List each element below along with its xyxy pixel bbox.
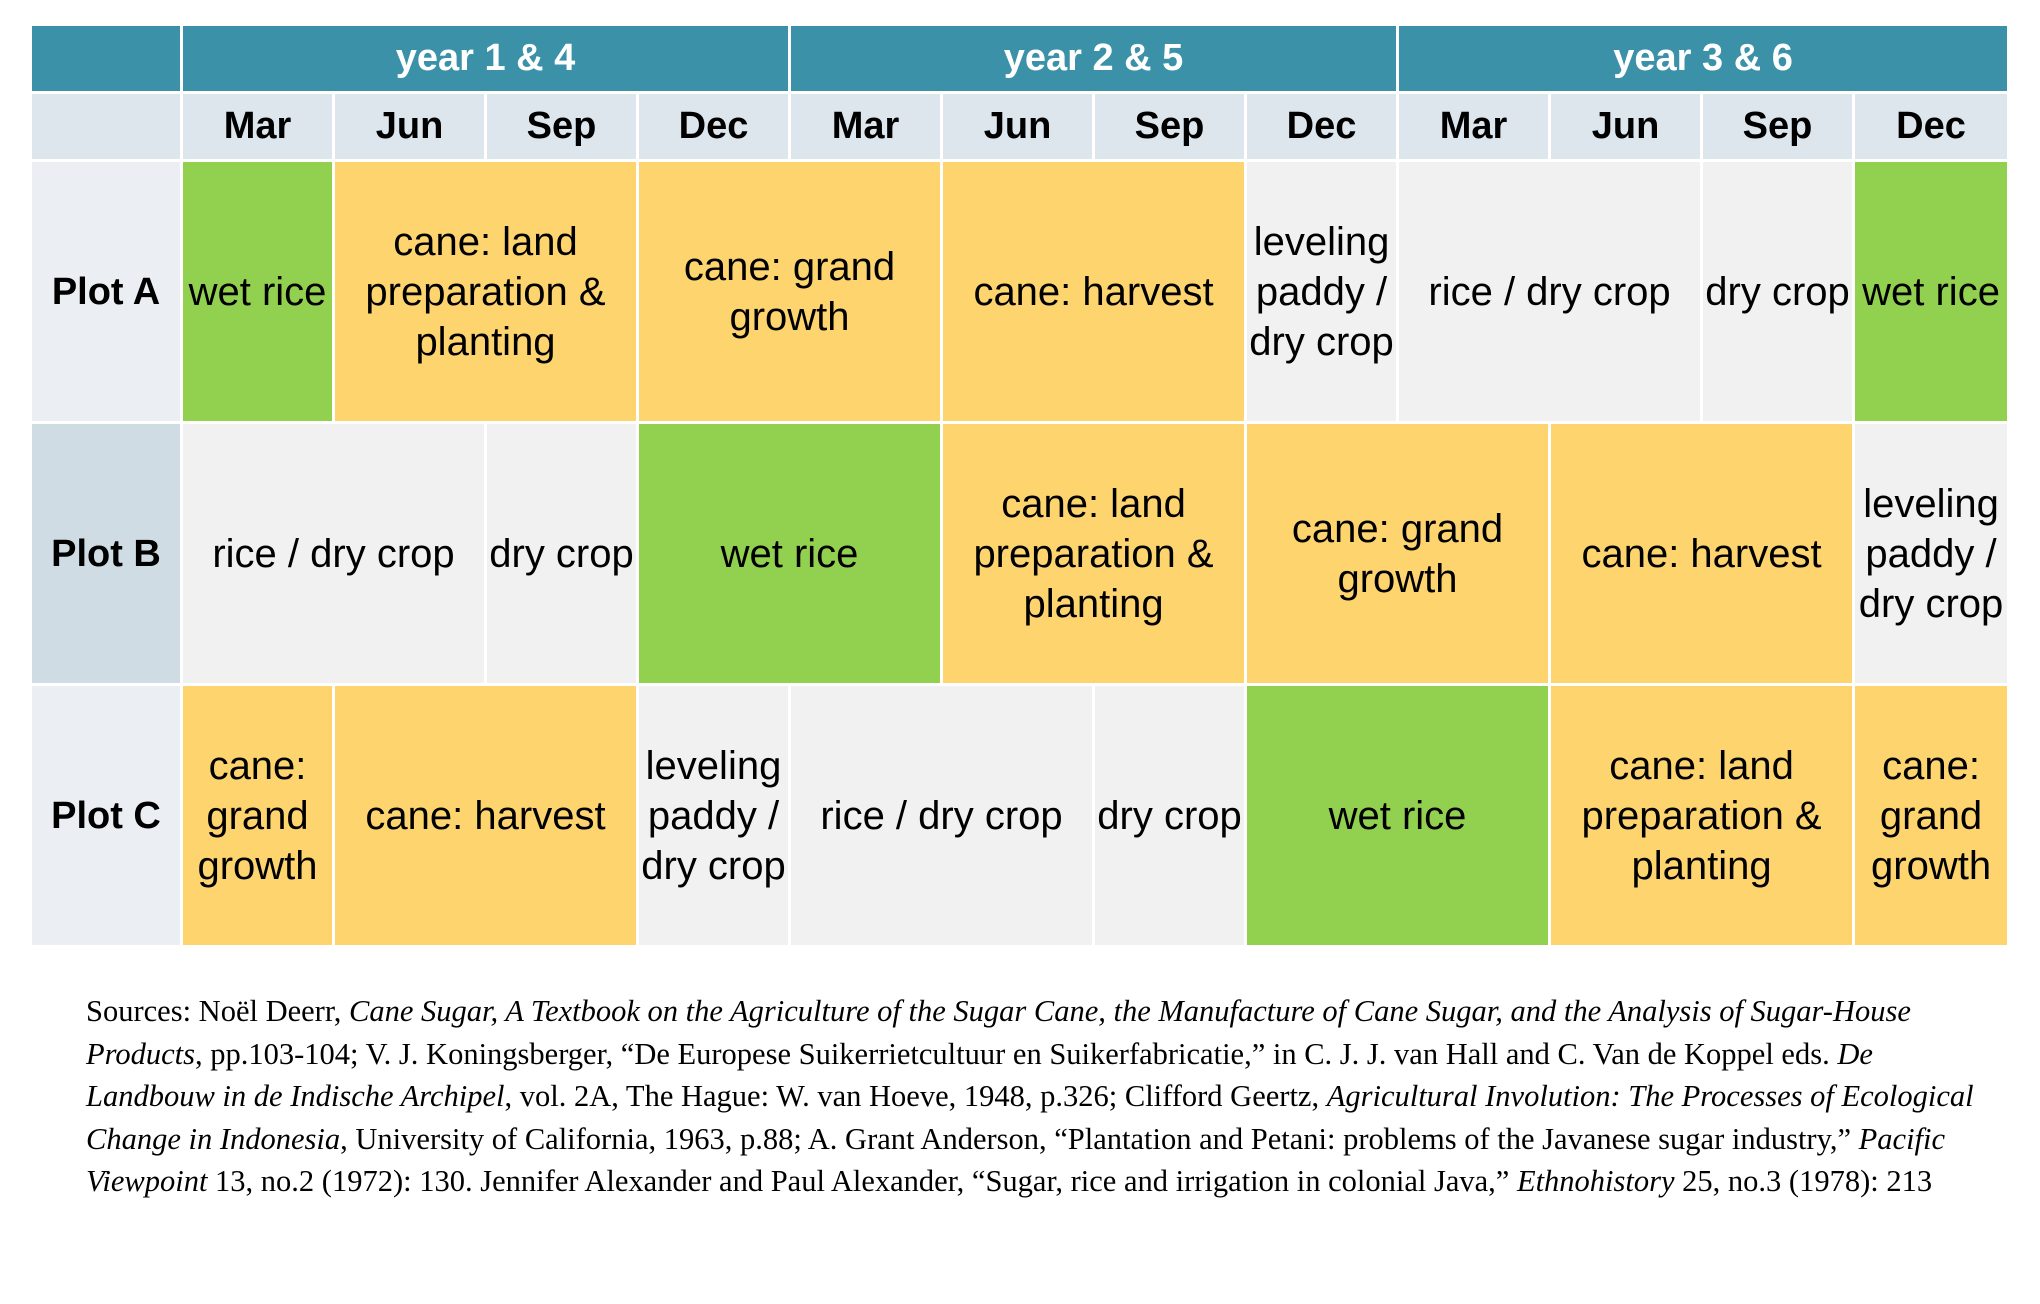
- year-header-row: year 1 & 4 year 2 & 5 year 3 & 6: [32, 26, 2008, 94]
- month-header: Dec: [1247, 94, 1400, 162]
- cane-cell: cane: land preparation & planting: [1551, 686, 1856, 948]
- cane-cell: cane: harvest: [1551, 424, 1856, 686]
- dry-crop-cell: rice / dry crop: [1399, 162, 1704, 424]
- dry-crop-cell: dry crop: [1703, 162, 1856, 424]
- source-title: Pacific Viewpoint: [86, 1121, 1946, 1199]
- wet-rice-cell: wet rice: [1247, 686, 1552, 948]
- month-header: Jun: [943, 94, 1096, 162]
- dry-crop-cell: leveling paddy / dry crop: [1855, 424, 2008, 686]
- cane-cell: cane: land preparation & planting: [943, 424, 1248, 686]
- dry-crop-cell: dry crop: [487, 424, 639, 686]
- cane-cell: cane: harvest: [943, 162, 1248, 424]
- cane-cell: cane: grand growth: [1247, 424, 1552, 686]
- plot-label: Plot A: [32, 162, 183, 424]
- source-text: 25, no.3 (1978): 213: [1674, 1164, 1933, 1198]
- plot-label: Plot C: [32, 686, 183, 948]
- month-header: Dec: [639, 94, 792, 162]
- cane-cell: cane: grand growth: [183, 686, 335, 948]
- cane-cell: cane: harvest: [335, 686, 639, 948]
- dry-crop-cell: leveling paddy / dry crop: [639, 686, 792, 948]
- source-text: , pp.103-104; V. J. Koningsberger, “De E…: [195, 1036, 1838, 1071]
- month-header-row: Mar Jun Sep Dec Mar Jun Sep Dec Mar Jun …: [32, 94, 2008, 162]
- month-header: Sep: [1703, 94, 1856, 162]
- plot-c-row: Plot C cane: grand growth cane: harvest …: [32, 686, 2008, 948]
- wet-rice-cell: wet rice: [1855, 162, 2008, 424]
- month-header: Jun: [1551, 94, 1704, 162]
- year-header: year 3 & 6: [1399, 26, 2008, 94]
- source-text: 13, no.2 (1972): 130. Jennifer Alexander…: [207, 1164, 1517, 1198]
- source-text: Sources: Noël Deerr,: [86, 994, 350, 1028]
- source-title: Ethnohistory: [1516, 1164, 1675, 1198]
- source-text: , University of California, 1963, p.88; …: [340, 1121, 1859, 1156]
- plot-label: Plot B: [32, 424, 183, 686]
- crop-rotation-table: year 1 & 4 year 2 & 5 year 3 & 6 Mar Jun…: [32, 26, 2008, 948]
- cane-cell: cane: grand growth: [639, 162, 944, 424]
- year-header: year 1 & 4: [183, 26, 792, 94]
- dry-crop-cell: dry crop: [1095, 686, 1248, 948]
- plot-b-row: Plot B rice / dry crop dry crop wet rice…: [32, 424, 2008, 686]
- month-header: Dec: [1855, 94, 2008, 162]
- month-header: Sep: [487, 94, 639, 162]
- cane-cell: cane: land preparation & planting: [335, 162, 639, 424]
- cane-cell: cane: grand growth: [1855, 686, 2008, 948]
- source-text: , vol. 2A, The Hague: W. van Hoeve, 1948…: [504, 1079, 1327, 1113]
- source-title: Cane Sugar, A Textbook on the Agricultur…: [86, 994, 1911, 1071]
- month-header: Mar: [183, 94, 335, 162]
- month-header: Sep: [1095, 94, 1248, 162]
- rotation-grid: year 1 & 4 year 2 & 5 year 3 & 6 Mar Jun…: [32, 26, 2008, 948]
- dry-crop-cell: rice / dry crop: [791, 686, 1096, 948]
- dry-crop-cell: rice / dry crop: [183, 424, 487, 686]
- plot-a-row: Plot A wet rice cane: land preparation &…: [32, 162, 2008, 424]
- corner-cell: [32, 94, 183, 162]
- dry-crop-cell: leveling paddy / dry crop: [1247, 162, 1400, 424]
- month-header: Mar: [1399, 94, 1552, 162]
- month-header: Jun: [335, 94, 487, 162]
- wet-rice-cell: wet rice: [639, 424, 944, 686]
- sources-note: Sources: Noël Deerr, Cane Sugar, A Textb…: [86, 990, 2006, 1203]
- month-header: Mar: [791, 94, 944, 162]
- year-header: year 2 & 5: [791, 26, 1400, 94]
- source-title: Agricultural Involution: The Processes o…: [86, 1079, 1974, 1156]
- source-title: De Landbouw in de Indische Archipel: [86, 1036, 1873, 1114]
- wet-rice-cell: wet rice: [183, 162, 335, 424]
- corner-cell: [32, 26, 183, 94]
